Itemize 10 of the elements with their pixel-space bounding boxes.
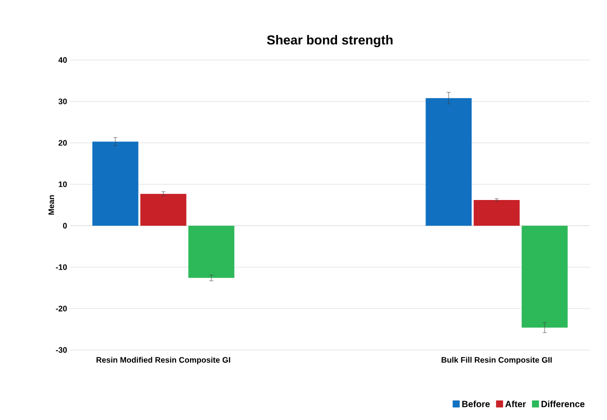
bar xyxy=(522,226,568,328)
bar xyxy=(140,194,186,226)
bar xyxy=(188,226,234,278)
chart-title: Shear bond strength xyxy=(267,35,393,48)
bar xyxy=(474,200,520,226)
bar xyxy=(92,142,138,226)
legend-label: Before xyxy=(462,400,490,408)
legend-label: Difference xyxy=(542,400,585,408)
legend-label: After xyxy=(505,400,526,408)
bar xyxy=(426,98,472,226)
